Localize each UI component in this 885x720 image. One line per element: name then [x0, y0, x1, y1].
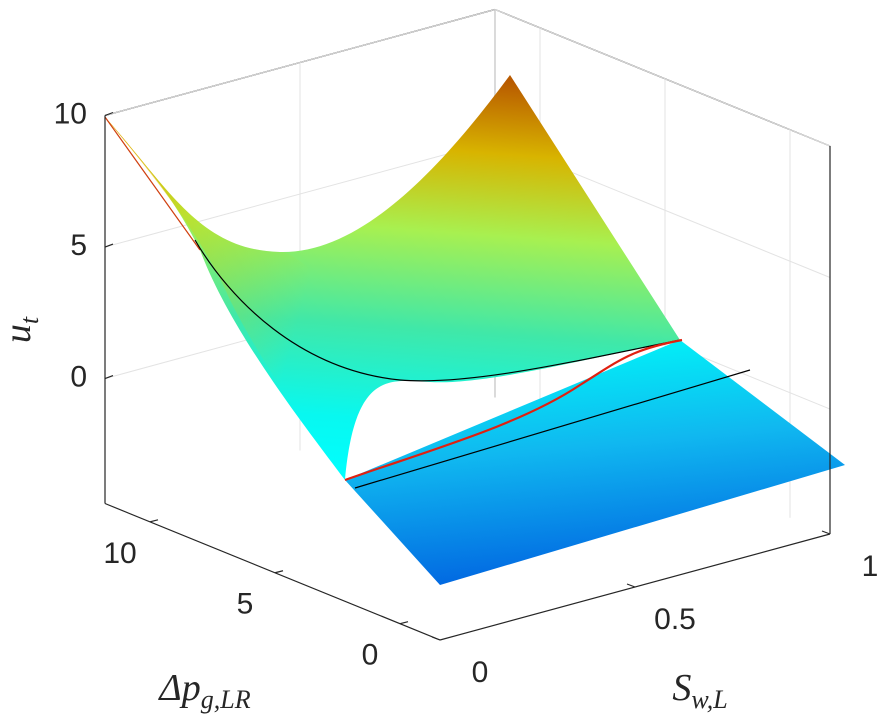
z-tick-label: 10	[54, 97, 87, 130]
y-tick-label: 0	[472, 656, 489, 689]
x-label-base: Δp	[157, 667, 200, 709]
axes: 0 5 10 0 5 10 0 0.5 1	[54, 97, 879, 689]
black-curve	[194, 239, 681, 382]
red-curve	[344, 338, 683, 482]
x-tick-label: 5	[237, 588, 254, 621]
x-axis-label: Δpg,LR	[157, 667, 250, 714]
y-tick	[626, 583, 636, 588]
y-tick	[821, 530, 831, 535]
x-axis-line	[104, 502, 441, 641]
edge-curve	[104, 116, 201, 251]
y-tick	[431, 636, 441, 641]
z-label-sub: t	[15, 316, 44, 324]
grid-line	[104, 8, 831, 147]
y-tick-label: 0.5	[654, 603, 696, 636]
z-axis-label: ut	[0, 316, 44, 343]
x-tick	[149, 519, 159, 523]
x-label-sub: g,LR	[201, 685, 251, 714]
surface-lower	[345, 340, 845, 585]
z-tick	[104, 111, 114, 117]
y-axis-label: Sw,L	[672, 667, 727, 714]
surface-shade	[105, 117, 430, 480]
x-tick-label: 0	[362, 639, 379, 672]
z-tick-label: 0	[70, 360, 87, 393]
z-tick-label: 5	[70, 229, 87, 262]
y-label-base: S	[672, 667, 691, 709]
x-tick	[399, 621, 409, 625]
z-tick	[104, 243, 114, 248]
x-tick-label: 10	[103, 537, 136, 570]
y-label-sub: w,L	[691, 685, 727, 714]
black-line	[354, 369, 751, 489]
z-label-base: u	[0, 324, 39, 343]
x-tick	[274, 570, 284, 574]
z-tick	[104, 374, 114, 380]
y-tick-label: 1	[862, 550, 879, 583]
surface-upper	[105, 75, 680, 480]
